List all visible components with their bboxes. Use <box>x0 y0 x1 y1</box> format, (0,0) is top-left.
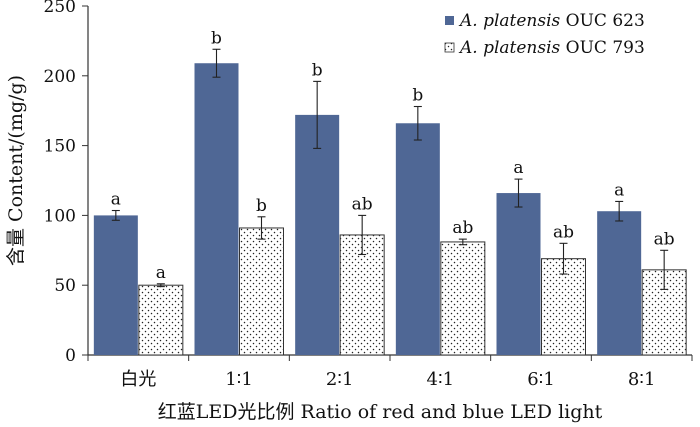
significance-label: a <box>111 190 121 210</box>
legend-label-2: A. platensis OUC 793 <box>458 38 645 58</box>
bar-series2-1 <box>239 227 284 356</box>
legend-swatch-1 <box>445 16 454 25</box>
legend-species: A. platensis <box>458 38 561 58</box>
significance-label: b <box>412 86 423 106</box>
significance-label: b <box>256 196 267 216</box>
bar-series2-0 <box>138 284 184 356</box>
bar-series1-0 <box>93 215 138 355</box>
significance-label: ab <box>553 222 574 242</box>
significance-label: b <box>211 28 222 48</box>
bar-series1-4 <box>496 193 541 355</box>
bar-series1-2 <box>295 114 340 355</box>
bar-series1-3 <box>395 123 440 355</box>
legend-strain: OUC 623 <box>560 11 645 31</box>
significance-label: ab <box>352 194 373 214</box>
bar-series2-3 <box>440 241 486 356</box>
y-axis-title: 含量 Content/(mg/g) <box>5 75 27 266</box>
legend-strain: OUC 793 <box>560 38 645 58</box>
legend-species: A. platensis <box>458 11 561 31</box>
bar-series1-5 <box>597 211 642 355</box>
y-tick-label: 100 <box>44 206 76 226</box>
x-axis-title: 红蓝LED光比例 Ratio of red and blue LED light <box>158 401 603 423</box>
significance-label: a <box>614 180 624 200</box>
y-tick-label: 150 <box>44 137 76 157</box>
y-tick-label: 200 <box>44 67 76 87</box>
significance-label: a <box>513 158 523 178</box>
significance-label: b <box>312 60 323 80</box>
x-tick-label: 1∶1 <box>225 369 253 390</box>
significance-label: a <box>156 263 166 283</box>
bar-series2-4 <box>541 258 586 356</box>
bar-series2-5 <box>641 269 687 356</box>
y-tick-label: 50 <box>54 276 76 296</box>
significance-label: ab <box>452 218 473 238</box>
y-tick-label: 0 <box>65 346 76 366</box>
x-tick-label: 4∶1 <box>427 369 455 390</box>
significance-label: ab <box>654 229 675 249</box>
legend-swatch-2 <box>444 42 455 53</box>
x-tick-label: 6∶1 <box>527 369 555 390</box>
x-tick-label: 2∶1 <box>326 369 354 390</box>
legend-label-1: A. platensis OUC 623 <box>458 11 645 31</box>
bar-series1-1 <box>194 63 239 356</box>
y-tick-label: 250 <box>44 0 76 17</box>
x-tick-label: 8∶1 <box>628 369 656 390</box>
x-tick-label: 白光 <box>120 369 156 390</box>
